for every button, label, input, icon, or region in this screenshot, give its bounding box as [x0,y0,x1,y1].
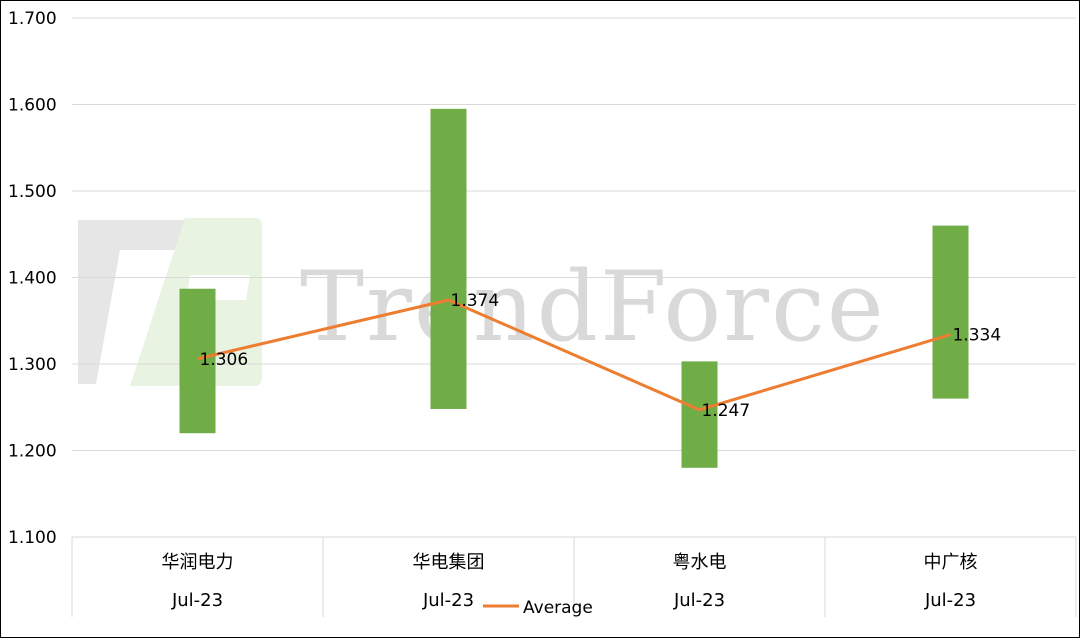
data-labels: 1.306 1.374 1.247 1.334 [200,291,1002,421]
gridlines [72,17,1076,538]
period-label: Jul-23 [171,590,223,611]
period-label: Jul-23 [422,590,474,611]
y-tick-label: 1.300 [8,355,57,375]
range-bar [681,361,718,468]
y-tick-label: 1.700 [8,9,57,29]
y-tick-label: 1.100 [8,528,57,548]
y-tick-label: 1.400 [8,269,57,289]
y-tick-label: 1.600 [8,96,57,116]
x-axis: 华润电力 Jul-23 华电集团 Jul-23 粤水电 Jul-23 中广核 Jul-23 [71,537,1077,617]
trendforce-watermark: TrendForce [78,218,886,386]
y-axis: 1.100 1.200 1.300 1.400 1.500 1.600 1.700 [8,9,57,548]
category-label: 粤水电 [673,552,727,573]
legend: Average [483,598,593,618]
average-series-line [197,298,951,412]
range-bars [179,108,969,468]
average-data-label: 1.306 [200,350,249,370]
average-data-label: 1.374 [451,291,500,311]
range-bar [932,225,969,399]
legend-label: Average [523,598,593,618]
watermark-text: TrendForce [300,251,886,363]
period-label: Jul-23 [673,590,725,611]
average-line [197,298,951,412]
y-tick-label: 1.500 [8,182,57,202]
range-bar [179,288,216,434]
average-data-label: 1.334 [953,326,1002,346]
category-label: 华电集团 [413,552,485,573]
watermark-logo-left [78,220,185,384]
category-label: 中广核 [924,552,978,573]
period-label: Jul-23 [924,590,976,611]
y-tick-label: 1.200 [8,442,57,462]
average-data-label: 1.247 [702,401,751,421]
range-bar [430,108,467,409]
category-label: 华润电力 [162,552,234,573]
